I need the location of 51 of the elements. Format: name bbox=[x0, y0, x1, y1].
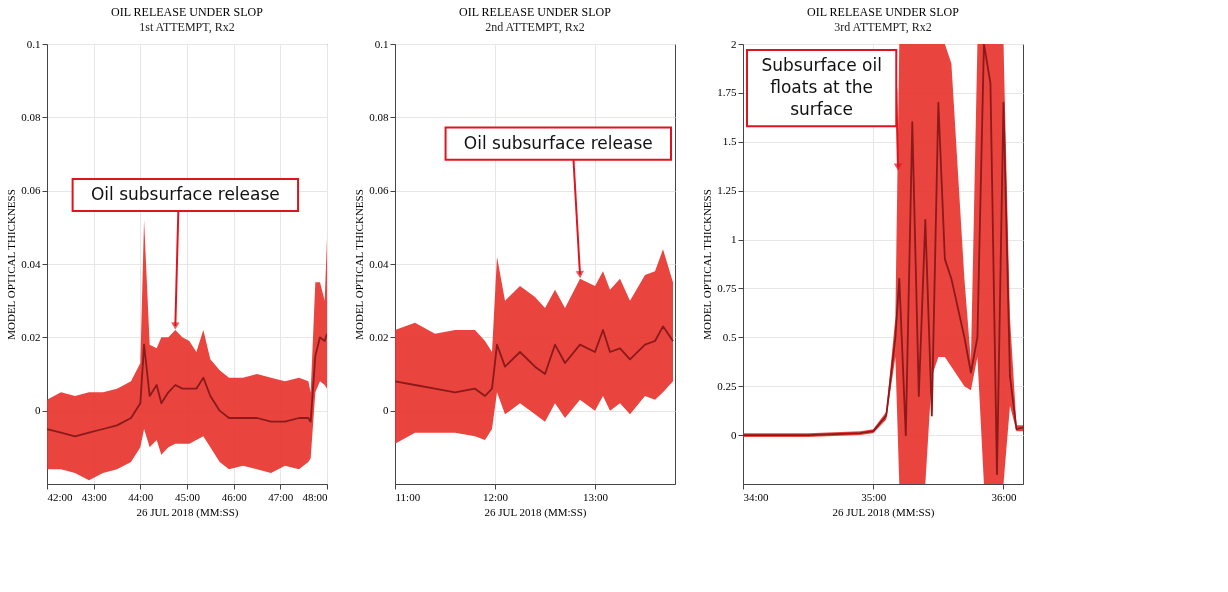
x-tick-label: 48:00 bbox=[302, 490, 328, 503]
x-tick-label: 36:00 bbox=[991, 490, 1017, 503]
y-tick-label: 0.08 bbox=[369, 110, 389, 123]
x-tick-label: 46:00 bbox=[221, 490, 248, 503]
y-tick-label: 0.25 bbox=[717, 379, 737, 392]
y-tick-label: 0.02 bbox=[369, 330, 389, 343]
y-tick-label: 1.75 bbox=[717, 86, 737, 99]
x-tick-label: 13:00 bbox=[582, 490, 609, 503]
y-axis-title: MODEL OPTICAL THICKNESS bbox=[5, 189, 18, 340]
y-tick-label: 0.06 bbox=[21, 184, 41, 197]
annotation: Subsurface oil floats at the surface bbox=[761, 55, 882, 120]
x-tick-label: 45:00 bbox=[174, 490, 201, 503]
y-tick-label: 2 bbox=[731, 37, 737, 50]
y-tick-label: 0.08 bbox=[21, 110, 41, 123]
y-axis-title: MODEL OPTICAL THICKNESS bbox=[701, 189, 714, 340]
y-tick-label: 0.1 bbox=[26, 37, 41, 50]
x-tick-label: 34:00 bbox=[743, 490, 770, 503]
x-tick-label: 42:00 bbox=[47, 490, 74, 503]
x-axis-title: 26 JUL 2018 (MM:SS) bbox=[832, 505, 935, 519]
annotation: Oil subsurface release bbox=[463, 132, 653, 153]
x-tick-label: 12:00 bbox=[482, 490, 509, 503]
x-tick-label: 11:00 bbox=[395, 490, 421, 503]
y-tick-label: 0.75 bbox=[717, 281, 737, 294]
chart-subtitle: 1st ATTEMPT, Rx2 bbox=[139, 20, 235, 34]
y-tick-label: 1 bbox=[731, 233, 737, 246]
line-series bbox=[395, 325, 674, 397]
x-axis-title: 26 JUL 2018 (MM:SS) bbox=[136, 505, 239, 519]
y-tick-label: 1.25 bbox=[717, 184, 737, 197]
y-tick-label: 0 bbox=[35, 404, 41, 417]
y-tick-label: 0.5 bbox=[722, 330, 737, 343]
x-tick-label: 47:00 bbox=[268, 490, 294, 503]
y-tick-label: 0 bbox=[731, 428, 737, 441]
y-tick-label: 0.04 bbox=[369, 257, 389, 270]
x-tick-label: 44:00 bbox=[128, 490, 154, 503]
annotation: Oil subsurface release bbox=[90, 184, 280, 204]
y-tick-label: 1.5 bbox=[722, 135, 737, 148]
chart-subtitle: 2nd ATTEMPT, Rx2 bbox=[485, 20, 585, 34]
chart-title: OIL RELEASE UNDER SLOP bbox=[807, 5, 960, 19]
chart-subtitle: 3rd ATTEMPT, Rx2 bbox=[834, 20, 932, 34]
y-tick-label: 0 bbox=[383, 404, 389, 417]
line-series bbox=[47, 332, 327, 438]
x-axis-title: 26 JUL 2018 (MM:SS) bbox=[484, 505, 587, 519]
y-tick-label: 0.04 bbox=[21, 257, 41, 270]
x-tick-label: 35:00 bbox=[861, 490, 887, 503]
y-axis-title: MODEL OPTICAL THICKNESS bbox=[353, 189, 366, 340]
chart-title: OIL RELEASE UNDER SLOP bbox=[459, 5, 612, 19]
x-tick-label: 43:00 bbox=[81, 490, 108, 503]
y-tick-label: 0.06 bbox=[369, 184, 389, 197]
y-tick-label: 0.1 bbox=[374, 37, 389, 50]
chart-title: OIL RELEASE UNDER SLOP bbox=[111, 5, 264, 19]
y-tick-label: 0.02 bbox=[21, 330, 41, 343]
